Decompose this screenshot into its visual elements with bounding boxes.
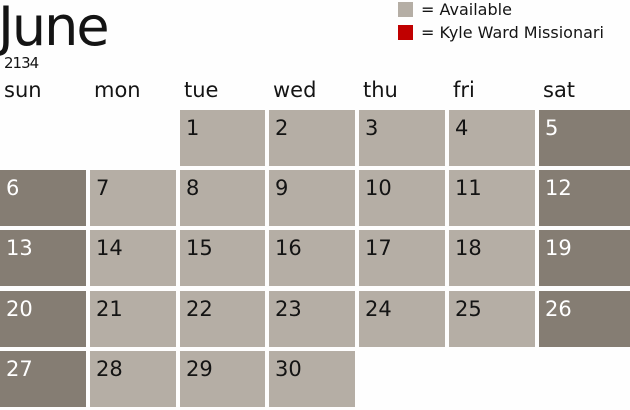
day-number: 16 [275, 236, 302, 260]
day-cell-25[interactable]: 25 [449, 291, 535, 347]
day-cell-17[interactable]: 17 [359, 230, 445, 286]
day-number: 22 [186, 297, 213, 321]
day-cell-13[interactable]: 13 [0, 230, 86, 286]
day-cell-27[interactable]: 27 [0, 351, 86, 407]
day-cell-1[interactable]: 1 [180, 110, 265, 166]
day-number: 29 [186, 357, 213, 381]
day-cell-6[interactable]: 6 [0, 170, 86, 226]
day-number: 12 [545, 176, 572, 200]
day-number: 25 [455, 297, 482, 321]
day-number: 9 [275, 176, 289, 200]
day-cell-20[interactable]: 20 [0, 291, 86, 347]
day-cell-12[interactable]: 12 [539, 170, 630, 226]
day-number: 24 [365, 297, 392, 321]
day-cell-24[interactable]: 24 [359, 291, 445, 347]
day-cell-21[interactable]: 21 [90, 291, 176, 347]
day-cell-3[interactable]: 3 [359, 110, 445, 166]
day-cell-10[interactable]: 10 [359, 170, 445, 226]
day-cell-9[interactable]: 9 [269, 170, 355, 226]
day-number: 30 [275, 357, 302, 381]
day-cell-19[interactable]: 19 [539, 230, 630, 286]
legend-missionary: = Kyle Ward Missionari [398, 23, 604, 42]
day-number: 2 [275, 116, 289, 140]
day-cell-18[interactable]: 18 [449, 230, 535, 286]
weekday-sun: sun [4, 78, 42, 102]
day-number: 23 [275, 297, 302, 321]
day-number: 3 [365, 116, 379, 140]
day-number: 8 [186, 176, 200, 200]
legend-label: = Available [421, 0, 512, 19]
day-cell-14[interactable]: 14 [90, 230, 176, 286]
day-number: 10 [365, 176, 392, 200]
day-cell-15[interactable]: 15 [180, 230, 265, 286]
legend-available: = Available [398, 0, 512, 19]
day-number: 11 [455, 176, 482, 200]
day-number: 27 [6, 357, 33, 381]
day-number: 1 [186, 116, 200, 140]
day-cell-30[interactable]: 30 [269, 351, 355, 407]
day-number: 4 [455, 116, 469, 140]
day-number: 20 [6, 297, 33, 321]
day-number: 13 [6, 236, 33, 260]
day-cell-5[interactable]: 5 [539, 110, 630, 166]
day-cell-11[interactable]: 11 [449, 170, 535, 226]
day-number: 28 [96, 357, 123, 381]
day-number: 18 [455, 236, 482, 260]
day-cell-16[interactable]: 16 [269, 230, 355, 286]
month-title: June [0, 0, 110, 58]
weekday-tue: tue [184, 78, 219, 102]
day-number: 14 [96, 236, 123, 260]
legend-label: = Kyle Ward Missionari [421, 23, 604, 42]
day-cell-26[interactable]: 26 [539, 291, 630, 347]
day-cell-29[interactable]: 29 [180, 351, 265, 407]
day-cell-7[interactable]: 7 [90, 170, 176, 226]
available-swatch [398, 2, 413, 17]
day-number: 7 [96, 176, 110, 200]
weekday-mon: mon [94, 78, 141, 102]
day-number: 19 [545, 236, 572, 260]
day-number: 17 [365, 236, 392, 260]
day-number: 15 [186, 236, 213, 260]
day-number: 21 [96, 297, 123, 321]
weekday-thu: thu [363, 78, 398, 102]
year-label: 2134 [4, 54, 39, 72]
weekday-wed: wed [273, 78, 317, 102]
day-cell-8[interactable]: 8 [180, 170, 265, 226]
weekday-fri: fri [453, 78, 475, 102]
day-cell-2[interactable]: 2 [269, 110, 355, 166]
day-number: 26 [545, 297, 572, 321]
day-cell-28[interactable]: 28 [90, 351, 176, 407]
day-number: 6 [6, 176, 20, 200]
missionary-swatch [398, 25, 413, 40]
day-number: 5 [545, 116, 559, 140]
day-cell-23[interactable]: 23 [269, 291, 355, 347]
day-cell-22[interactable]: 22 [180, 291, 265, 347]
day-cell-4[interactable]: 4 [449, 110, 535, 166]
weekday-sat: sat [543, 78, 576, 102]
